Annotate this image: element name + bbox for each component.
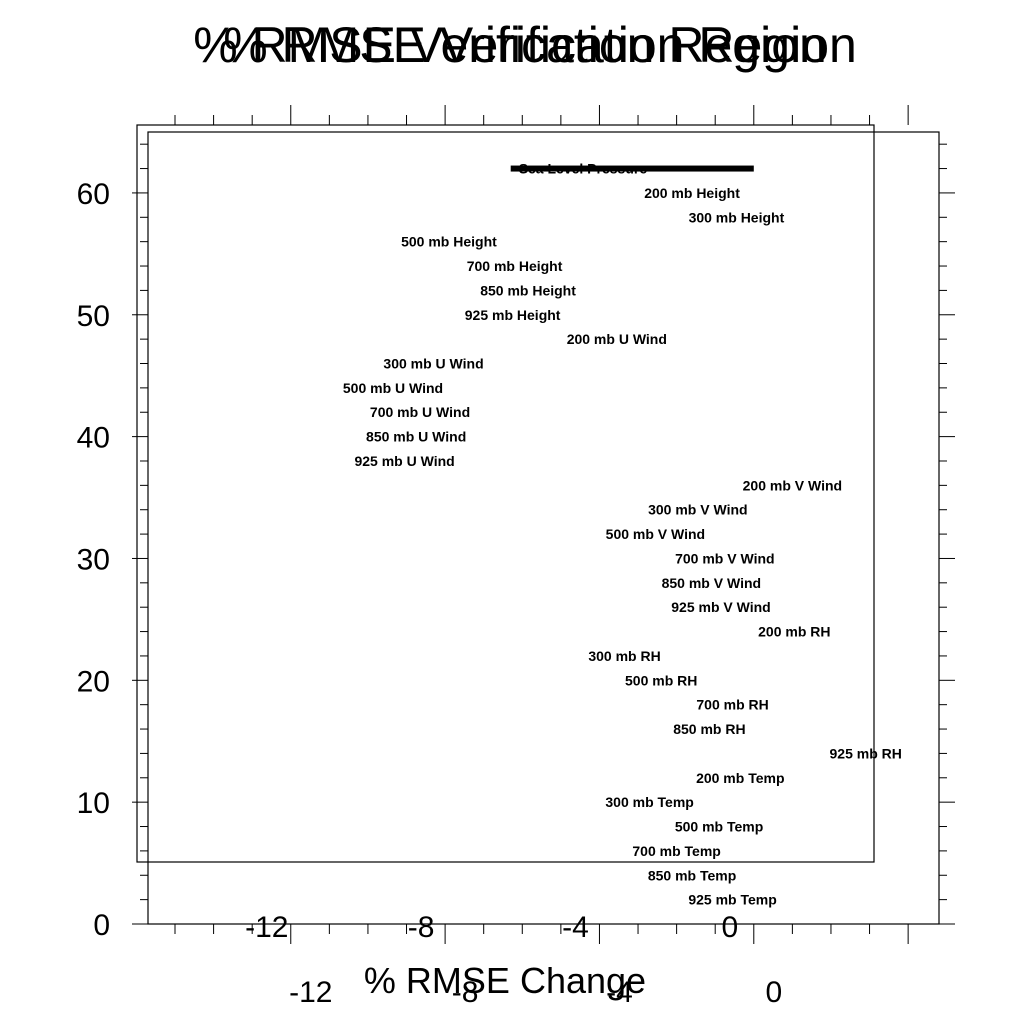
variable-label: 850 mb U Wind [366,429,466,445]
variable-label: 200 mb U Wind [567,331,667,347]
variable-label: 925 mb V Wind [671,599,770,615]
variable-label: 300 mb V Wind [648,502,747,518]
variable-label: 850 mb Temp [648,867,736,883]
x-tick-label-secondary: -4 [606,976,633,1009]
x-tick-label: -12 [245,911,288,944]
plot-frame-front [136,124,875,863]
variable-label: 700 mb Height [467,258,563,274]
x-tick-label: 0 [721,911,738,944]
variable-label: 700 mb RH [696,697,768,713]
plot-frame-back [147,131,940,925]
tick-marks [132,105,955,944]
y-tick-label: 20 [77,665,110,698]
variable-label: 700 mb U Wind [370,404,470,420]
x-tick-label-secondary: -8 [452,976,479,1009]
x-tick-label: -8 [408,911,435,944]
variable-label: 850 mb V Wind [662,575,761,591]
variable-label: 300 mb Temp [605,794,693,810]
variable-label: 500 mb V Wind [606,526,705,542]
variable-label: 925 mb Temp [688,892,776,908]
variable-label: 925 mb Height [465,307,561,323]
variable-label: 925 mb U Wind [354,453,454,469]
variable-label: 300 mb RH [588,648,660,664]
chart-title-overlay: % RMSE Verification Region [223,17,857,73]
bar [510,165,754,172]
y-tick-labels: 0 10 20 30 40 50 60 [77,178,110,942]
variable-label: 200 mb RH [758,624,830,640]
y-tick-label: 40 [77,422,110,455]
variable-label: 850 mb RH [673,721,745,737]
bar-label: Sea Level Pressure [519,161,648,177]
variable-label: 200 mb V Wind [743,477,842,493]
x-axis-label: % RMSE Change [364,960,646,1001]
variable-label: 500 mb Temp [675,819,763,835]
bar-labels: 200 mb Height 300 mb Height 500 mb Height 7… [343,185,902,908]
y-tick-label: 30 [77,543,110,576]
x-tick-label-secondary: 0 [765,976,782,1009]
variable-label: 700 mb V Wind [675,550,774,566]
variable-label: 700 mb Temp [632,843,720,859]
variable-label: 500 mb RH [625,672,697,688]
bars: Sea Level Pressure [510,161,754,177]
x-tick-label-secondary: -12 [289,976,332,1009]
variable-label: 500 mb U Wind [343,380,443,396]
variable-label: 200 mb Temp [696,770,784,786]
variable-label: 200 mb Height [644,185,740,201]
x-tick-label: -4 [562,911,589,944]
x-tick-labels-secondary: -12 -8 -4 0 [289,976,782,1009]
variable-label: 300 mb Height [689,209,785,225]
variable-label: 850 mb Height [480,282,576,298]
chart-title: % RMSE Verification Region [193,17,827,73]
x-tick-labels: -12 -8 -4 0 [245,911,738,944]
variable-label: 300 mb U Wind [383,356,483,372]
variable-label: 500 mb Height [401,234,497,250]
y-tick-label: 50 [77,300,110,333]
y-tick-label: 60 [77,178,110,211]
y-tick-label: 0 [93,909,110,942]
variable-label: 925 mb RH [830,745,902,761]
y-tick-label: 10 [77,787,110,820]
